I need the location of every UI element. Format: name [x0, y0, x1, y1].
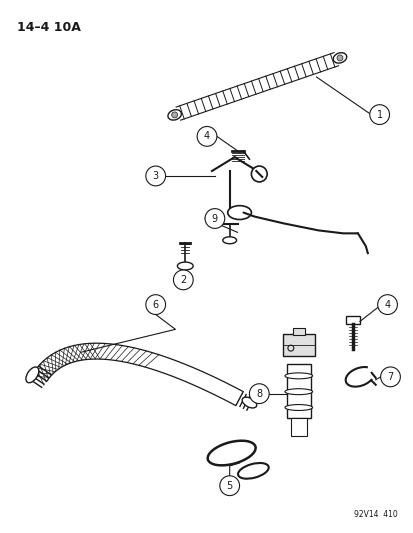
Text: 4: 4: [384, 300, 389, 310]
Circle shape: [197, 126, 216, 146]
Text: 3: 3: [152, 171, 158, 181]
Text: 14–4 10A: 14–4 10A: [17, 21, 80, 34]
Text: 5: 5: [226, 481, 232, 491]
Text: 2: 2: [180, 275, 186, 285]
Circle shape: [380, 367, 399, 387]
Circle shape: [204, 208, 224, 229]
Text: 1: 1: [376, 110, 382, 119]
Polygon shape: [33, 343, 243, 406]
Ellipse shape: [284, 389, 312, 394]
Ellipse shape: [26, 367, 39, 383]
Circle shape: [251, 166, 266, 182]
Ellipse shape: [332, 53, 346, 63]
FancyBboxPatch shape: [282, 334, 314, 356]
Circle shape: [145, 295, 165, 314]
FancyBboxPatch shape: [286, 364, 310, 418]
Text: 6: 6: [152, 300, 158, 310]
Ellipse shape: [207, 441, 255, 465]
FancyBboxPatch shape: [345, 317, 359, 325]
Circle shape: [249, 384, 268, 403]
Ellipse shape: [284, 373, 312, 379]
Text: 4: 4: [204, 131, 209, 141]
Circle shape: [336, 55, 342, 61]
Ellipse shape: [284, 405, 312, 410]
Ellipse shape: [237, 463, 268, 479]
Text: 7: 7: [387, 372, 393, 382]
Circle shape: [219, 476, 239, 496]
FancyBboxPatch shape: [292, 328, 304, 335]
Circle shape: [145, 166, 165, 186]
Text: 8: 8: [256, 389, 262, 399]
Text: 9: 9: [211, 214, 217, 223]
Circle shape: [369, 104, 389, 125]
Circle shape: [377, 295, 396, 314]
Text: 92V14  410: 92V14 410: [353, 510, 396, 519]
Ellipse shape: [242, 397, 256, 408]
FancyBboxPatch shape: [290, 418, 306, 436]
Circle shape: [173, 270, 193, 290]
Ellipse shape: [227, 206, 251, 220]
Ellipse shape: [222, 237, 236, 244]
Circle shape: [171, 112, 177, 118]
Ellipse shape: [168, 110, 181, 120]
Ellipse shape: [177, 262, 193, 270]
